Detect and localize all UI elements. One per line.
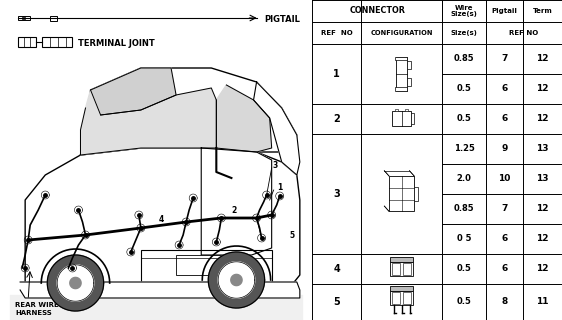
Text: 6: 6 <box>501 264 507 273</box>
Text: 11: 11 <box>536 298 549 307</box>
Text: 13: 13 <box>536 144 549 153</box>
Polygon shape <box>80 68 297 155</box>
Text: REF  NO: REF NO <box>321 30 353 36</box>
Polygon shape <box>80 88 216 155</box>
Text: 6: 6 <box>501 234 507 243</box>
Text: 13: 13 <box>536 174 549 183</box>
Text: 1: 1 <box>277 183 282 192</box>
Polygon shape <box>253 82 300 175</box>
Text: 5: 5 <box>333 297 340 307</box>
Text: 12: 12 <box>536 54 549 63</box>
Text: 8: 8 <box>501 298 507 307</box>
Text: 2: 2 <box>333 114 340 124</box>
Text: 0.5: 0.5 <box>456 298 472 307</box>
Text: 0.85: 0.85 <box>454 204 474 213</box>
Polygon shape <box>70 277 81 289</box>
Text: Wire
Size(s): Wire Size(s) <box>451 4 478 17</box>
Text: 1: 1 <box>333 68 340 79</box>
Text: 0.5: 0.5 <box>456 264 472 273</box>
Bar <box>390 285 414 291</box>
Polygon shape <box>216 85 271 152</box>
Text: 6: 6 <box>501 114 507 123</box>
Text: 2: 2 <box>232 206 237 215</box>
Text: 12: 12 <box>536 204 549 213</box>
Text: 0.5: 0.5 <box>456 84 472 93</box>
Text: 0.85: 0.85 <box>454 54 474 63</box>
Text: REF NO: REF NO <box>509 30 538 36</box>
Bar <box>411 113 414 124</box>
Bar <box>390 257 414 262</box>
Bar <box>392 111 411 126</box>
Bar <box>141 250 271 285</box>
Text: 7: 7 <box>501 54 508 63</box>
Bar <box>395 57 407 60</box>
Text: 5: 5 <box>290 231 295 240</box>
Polygon shape <box>231 275 242 285</box>
Bar <box>391 291 413 305</box>
Text: PIGTAIL: PIGTAIL <box>265 14 301 23</box>
Polygon shape <box>47 255 103 311</box>
Text: 12: 12 <box>536 264 549 273</box>
Bar <box>51 15 57 20</box>
Text: Size(s): Size(s) <box>451 30 478 36</box>
Text: REAR WIRE
HARNESS: REAR WIRE HARNESS <box>15 302 59 316</box>
Text: 12: 12 <box>536 114 549 123</box>
Bar <box>404 292 411 303</box>
Polygon shape <box>201 148 271 255</box>
Text: 4: 4 <box>159 215 164 224</box>
Text: 3: 3 <box>333 189 340 199</box>
Text: 10: 10 <box>498 174 511 183</box>
Text: 2.0: 2.0 <box>456 174 472 183</box>
Text: 9: 9 <box>501 144 508 153</box>
Bar <box>18 16 30 20</box>
Text: 6: 6 <box>501 84 507 93</box>
Text: 12: 12 <box>536 234 549 243</box>
Polygon shape <box>57 265 94 301</box>
Bar <box>407 78 411 86</box>
Polygon shape <box>209 252 265 308</box>
Text: 4: 4 <box>333 264 340 274</box>
Polygon shape <box>218 262 255 298</box>
Text: 0.5: 0.5 <box>456 114 472 123</box>
Bar <box>392 263 400 275</box>
Text: 0 5: 0 5 <box>457 234 472 243</box>
Bar <box>404 263 411 275</box>
Bar <box>396 57 407 91</box>
Polygon shape <box>25 148 300 285</box>
Text: 3: 3 <box>273 161 278 170</box>
Text: 1.25: 1.25 <box>454 144 474 153</box>
Bar <box>176 255 232 275</box>
Bar <box>391 262 413 276</box>
Text: Pigtail: Pigtail <box>492 8 518 14</box>
Text: Term: Term <box>533 8 552 14</box>
Text: 7: 7 <box>501 204 508 213</box>
Bar <box>22 17 25 19</box>
Bar <box>18 37 36 47</box>
Bar <box>407 61 411 69</box>
Bar <box>392 292 400 303</box>
Polygon shape <box>20 282 300 298</box>
Bar <box>414 187 419 201</box>
Bar <box>42 37 72 47</box>
Text: TERMINAL JOINT: TERMINAL JOINT <box>79 38 155 47</box>
Bar <box>405 108 408 111</box>
Bar <box>395 108 398 111</box>
Text: CONNECTOR: CONNECTOR <box>350 6 405 15</box>
Bar <box>395 87 407 91</box>
Polygon shape <box>90 68 176 115</box>
Text: CONFIGURATION: CONFIGURATION <box>370 30 433 36</box>
Text: 12: 12 <box>536 84 549 93</box>
Bar <box>389 176 414 212</box>
